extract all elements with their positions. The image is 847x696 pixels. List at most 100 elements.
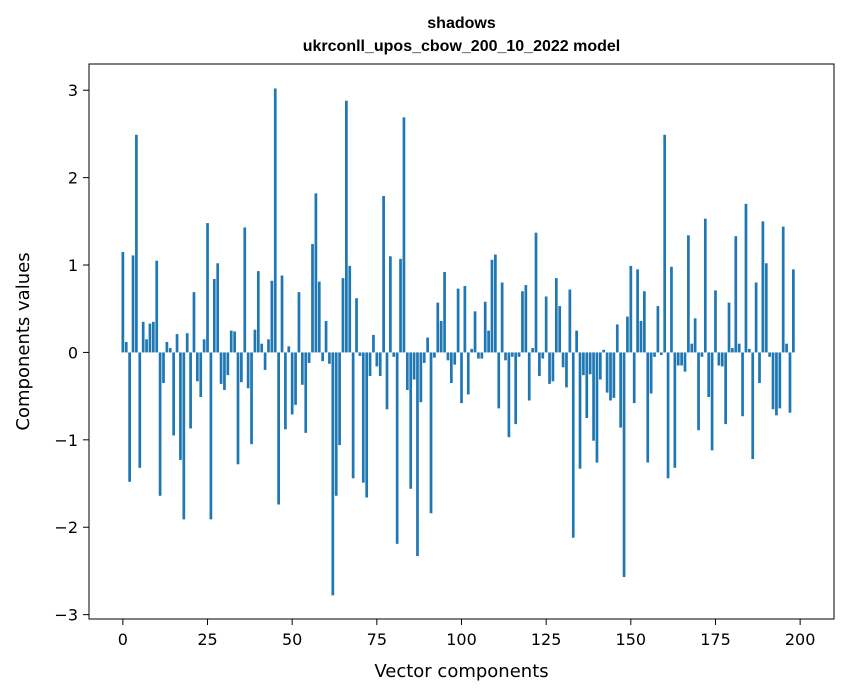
x-tick-label: 0 [118, 630, 128, 649]
bar [483, 301, 487, 353]
bar [321, 352, 325, 362]
bar [470, 348, 474, 353]
x-axis-label: Vector components [374, 661, 548, 682]
bar [534, 232, 538, 353]
bar [419, 352, 423, 403]
bar [453, 352, 457, 365]
bar [382, 195, 385, 353]
bar [128, 352, 131, 482]
bar [240, 352, 243, 383]
bar [792, 269, 795, 353]
bar [497, 352, 501, 409]
x-tick-label: 75 [367, 630, 387, 649]
bar [426, 337, 429, 353]
bar [490, 259, 494, 353]
bar [375, 352, 379, 367]
bar [626, 316, 629, 353]
bar [653, 352, 656, 357]
bar [460, 352, 463, 404]
bar [571, 352, 575, 538]
bar [744, 203, 748, 353]
bar [172, 352, 176, 436]
bar [324, 320, 328, 353]
bar [189, 352, 192, 429]
bar [348, 265, 352, 353]
bar [717, 352, 721, 366]
bar [449, 352, 453, 384]
bar [446, 352, 450, 361]
bar [504, 352, 507, 361]
bar [602, 349, 606, 353]
bar [199, 352, 203, 397]
bar [565, 352, 568, 388]
plot-frame [88, 63, 835, 620]
bar [710, 352, 714, 451]
bar [229, 330, 233, 353]
bar [328, 352, 331, 364]
bar [361, 352, 365, 483]
bar [687, 235, 690, 353]
bar [429, 352, 433, 514]
bar [304, 352, 308, 433]
bar [358, 352, 362, 356]
bar [524, 285, 528, 353]
bar [294, 352, 297, 405]
bar [544, 296, 548, 353]
bar [192, 292, 196, 353]
bar [639, 320, 643, 353]
bar [263, 352, 267, 370]
x-tick-label: 200 [785, 630, 816, 649]
bar [737, 343, 741, 353]
bar [355, 298, 358, 353]
bar [521, 291, 524, 353]
bar [121, 251, 125, 353]
bar [399, 258, 402, 353]
bar [693, 318, 697, 353]
bar [148, 323, 152, 353]
bar [676, 352, 680, 366]
bar [781, 226, 785, 353]
x-axis: 0 25 50 75 100 125 150 175 200 [118, 619, 816, 649]
bar [439, 320, 443, 353]
bars-group [121, 88, 795, 596]
bar [253, 329, 257, 353]
bar [402, 117, 406, 353]
bar [517, 352, 521, 357]
bar [124, 341, 128, 353]
y-tick-label: 2 [68, 169, 78, 188]
bar [185, 333, 189, 353]
bar [561, 352, 565, 368]
bar [551, 352, 555, 382]
bar [145, 339, 148, 353]
bar [575, 330, 578, 353]
bar [700, 352, 704, 357]
chart-subtitle: ukrconll_upos_cbow_200_10_2022 model [303, 38, 620, 55]
bar [680, 352, 683, 366]
bar [568, 289, 572, 353]
bar [731, 348, 734, 353]
bar [754, 282, 758, 353]
bar [707, 352, 711, 397]
bar [385, 352, 389, 410]
bar [619, 352, 623, 428]
bar [531, 348, 534, 353]
x-tick-label: 125 [531, 630, 562, 649]
bar [179, 352, 182, 460]
bar [280, 275, 284, 353]
bar [368, 352, 372, 377]
bar [690, 343, 694, 353]
bar [456, 288, 460, 353]
bar [416, 352, 419, 557]
x-tick-label: 50 [282, 630, 302, 649]
bar [209, 352, 213, 520]
bar [598, 352, 602, 380]
bar [463, 286, 467, 353]
bar [778, 352, 782, 409]
bar [558, 306, 562, 353]
bar [615, 324, 619, 353]
bar [656, 306, 660, 353]
bar [548, 352, 551, 384]
bar [267, 339, 270, 353]
bar [720, 352, 724, 367]
